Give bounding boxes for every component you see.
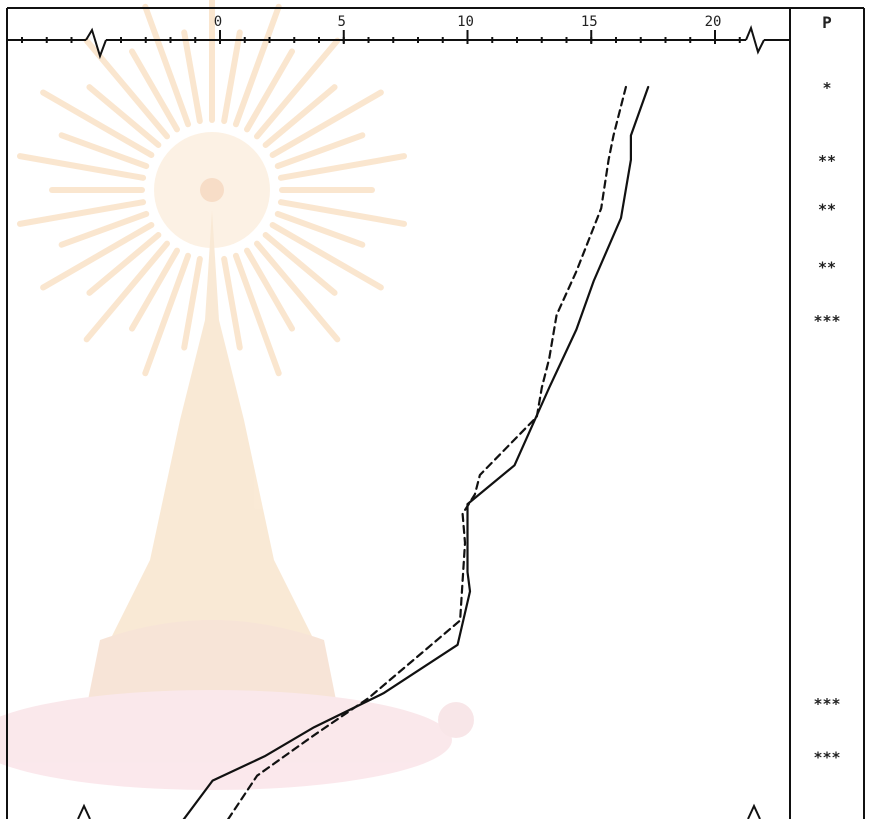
chart-frame (6, 7, 865, 819)
watermark-ray (269, 89, 384, 158)
significance-marker: *** (813, 695, 840, 713)
watermark-seal (0, 0, 474, 790)
significance-marker: * (822, 79, 831, 97)
x-tick-labels: 0 5 10 15 20 (214, 14, 722, 30)
series-group (182, 85, 650, 819)
significance-marker: ** (818, 200, 836, 218)
watermark-ray (83, 240, 171, 343)
watermark-ray (277, 153, 408, 181)
x-tick-label: 10 (457, 14, 474, 30)
watermark-ray (232, 252, 282, 377)
watermark-ray (221, 255, 243, 351)
watermark-ray (269, 222, 384, 291)
watermark-rays (16, 0, 408, 388)
watermark-ray (16, 199, 147, 227)
x-tick-label: 15 (581, 14, 598, 30)
watermark-ray (58, 210, 150, 248)
watermark-ray (181, 29, 203, 125)
x-tick-label: 5 (338, 14, 346, 30)
x-tick-label: 0 (214, 14, 222, 30)
x-tick-label: 20 (705, 14, 722, 30)
significance-marker: ** (818, 258, 836, 276)
dashed-series-line (226, 85, 628, 819)
watermark-ray (253, 240, 341, 343)
significance-marker: ** (818, 152, 836, 170)
watermark-ray (58, 132, 150, 170)
watermark-ray (262, 231, 338, 296)
watermark-ray (274, 132, 366, 170)
significance-column: **************** (813, 79, 840, 766)
watermark-ray (40, 89, 155, 158)
watermark-ray (40, 222, 155, 291)
bottom-break-right (747, 803, 761, 819)
significance-marker: *** (813, 748, 840, 766)
axis-break-right (745, 25, 765, 55)
watermark-ray (16, 153, 147, 181)
watermark-ray (244, 48, 295, 133)
watermark-ray (262, 84, 338, 149)
watermark-ray (142, 252, 192, 377)
watermark-ray (129, 48, 180, 133)
axis-break-left (85, 27, 107, 60)
watermark-ray (253, 37, 341, 140)
watermark-ray (221, 29, 243, 125)
watermark-ray (129, 247, 180, 332)
watermark-ray (142, 3, 192, 128)
watermark-ray (86, 231, 162, 296)
watermark-ray (86, 84, 162, 149)
bottom-break-left (77, 803, 91, 819)
watermark-ray (232, 3, 282, 128)
watermark-ray (244, 247, 295, 332)
p-column-header: P (822, 13, 832, 32)
significance-marker: *** (813, 312, 840, 330)
watermark-ray (277, 199, 408, 227)
watermark-ray (274, 210, 366, 248)
watermark-ray (181, 255, 203, 351)
major-ticks (219, 30, 716, 44)
